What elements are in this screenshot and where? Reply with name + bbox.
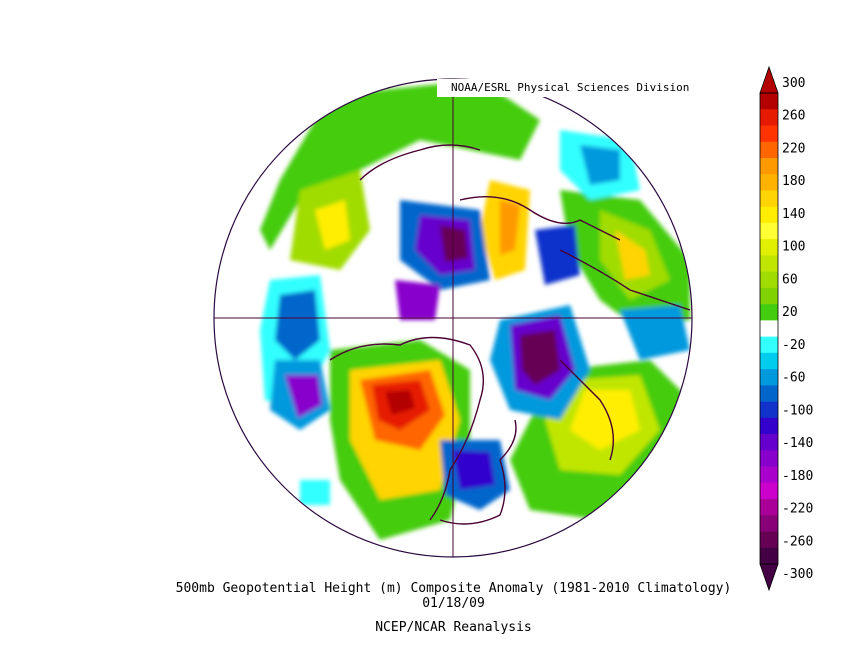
colorbar-bin (760, 385, 778, 402)
colorbar-bin (760, 320, 778, 337)
colorbar-tick-label: 140 (782, 207, 805, 222)
credit-label: NOAA/ESRL Physical Sciences Division (437, 79, 692, 97)
colorbar-tick-label: 20 (782, 305, 798, 320)
map-source: NCEP/NCAR Reanalysis (375, 620, 532, 635)
colorbar-tick-label: -220 (782, 502, 813, 517)
colorbar-bin (760, 271, 778, 289)
colorbar-arrow-top (759, 65, 779, 94)
colorbar-bin (760, 190, 778, 207)
colorbar-bin (760, 157, 778, 175)
colorbar-tick-label: -20 (782, 338, 805, 353)
colorbar-bin (760, 304, 778, 321)
colorbar-bin (760, 125, 778, 143)
colorbar-bin (760, 174, 778, 191)
colorbar-tick-label: -140 (782, 436, 813, 451)
colorbar-tick-label: 300 (782, 76, 805, 91)
anomaly-field (214, 79, 692, 557)
colorbar-tick-label: 260 (782, 109, 805, 124)
colorbar-tick-label: -260 (782, 534, 813, 549)
colorbar-bin (760, 466, 778, 484)
map-date: 01/18/09 (422, 596, 485, 611)
colorbar-tick-label: -180 (782, 469, 813, 484)
colorbar-bin (760, 401, 778, 419)
colorbar-outline (759, 92, 779, 565)
colorbar-bin (760, 206, 778, 224)
colorbar-tick-label: 180 (782, 174, 805, 189)
colorbar-bin (760, 417, 778, 435)
colorbar-tick-label: -60 (782, 371, 805, 386)
colorbar-bin (760, 352, 778, 370)
colorbar-bin (760, 239, 778, 256)
colorbar-bin (760, 531, 778, 549)
colorbar-bin (760, 369, 778, 386)
colorbar-bin (760, 482, 778, 500)
colorbar-bin (760, 255, 778, 272)
colorbar-bin (760, 450, 778, 467)
colorbar-tick-label: -100 (782, 403, 813, 418)
colorbar-bin (760, 434, 778, 451)
colorbar: 300 260 220 180 140 100 60 20 -20 -60 -100 -140 -180… (759, 65, 813, 592)
colorbar-bin (760, 547, 778, 565)
map-title: 500mb Geopotential Height (m) Composite … (175, 581, 732, 596)
colorbar-bin (760, 336, 778, 354)
colorbar-bin (760, 499, 778, 516)
colorbar-bin (760, 93, 778, 110)
colorbar-tick-label: 60 (782, 272, 798, 287)
colorbar-bin (760, 515, 778, 532)
colorbar-bin (760, 141, 778, 159)
colorbar-tick-label: 100 (782, 240, 805, 255)
colorbar-bin (760, 109, 778, 126)
colorbar-bin (760, 287, 778, 305)
colorbar-tick-label: 220 (782, 141, 805, 156)
colorbar-tick-label: -300 (782, 567, 813, 582)
colorbar-bin (760, 222, 778, 240)
